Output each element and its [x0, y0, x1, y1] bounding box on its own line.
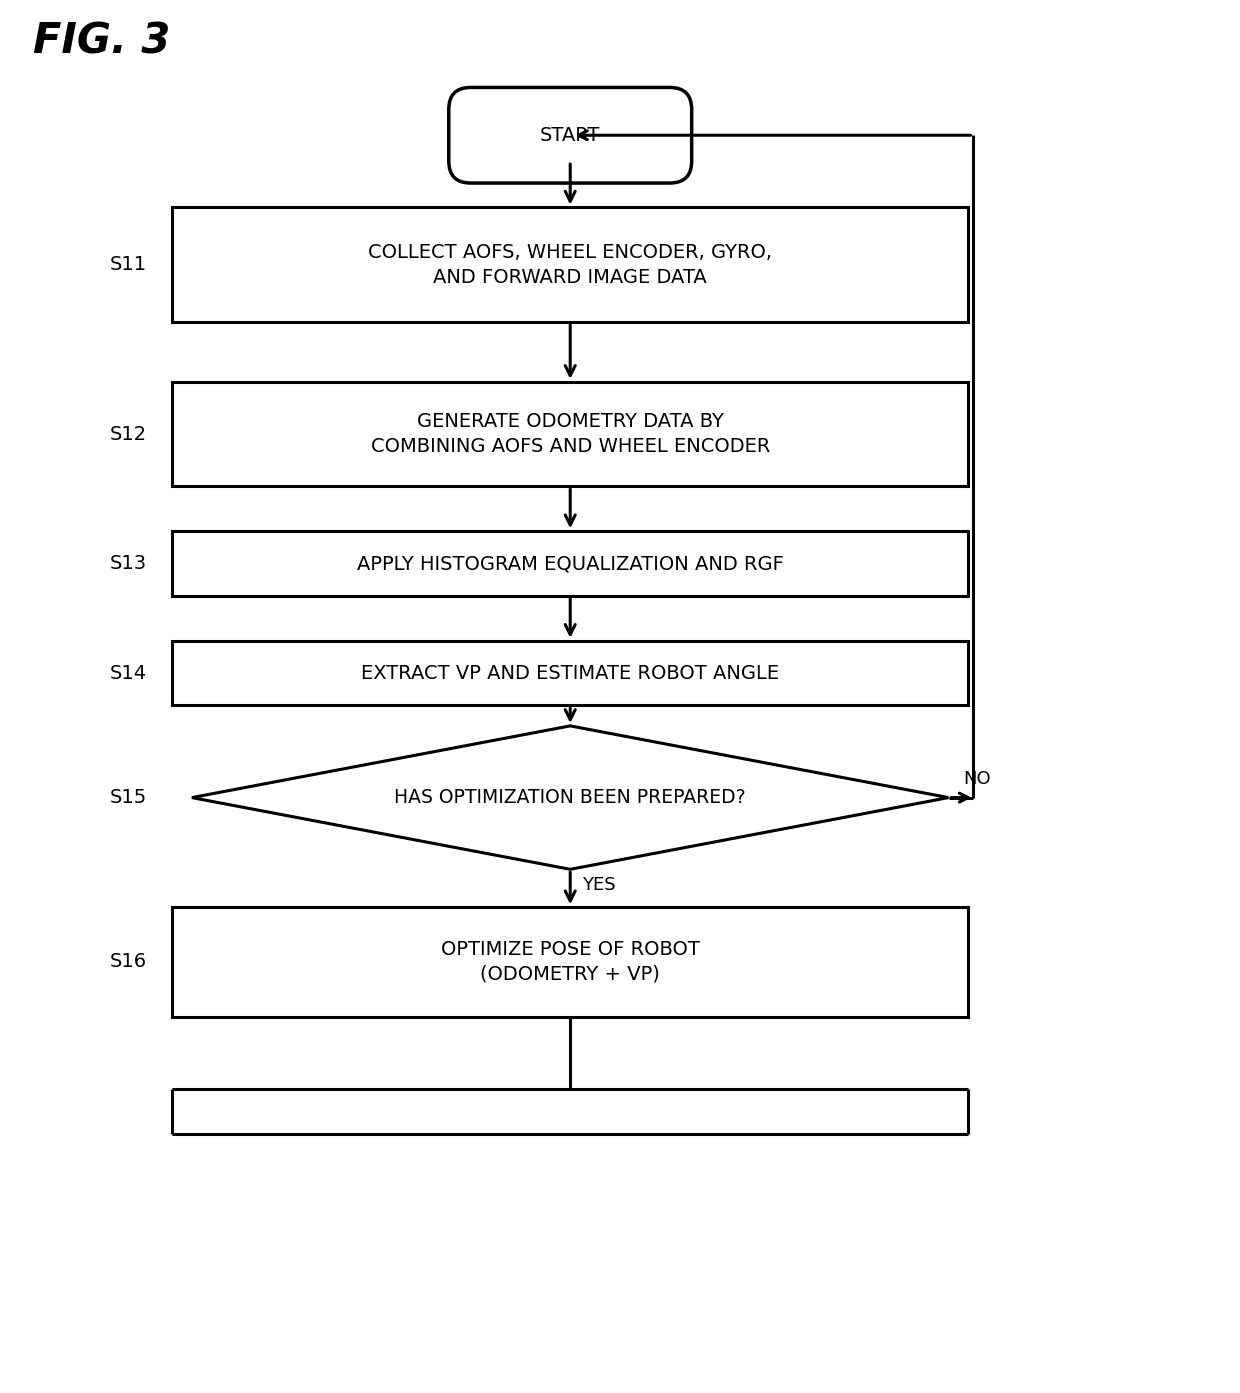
- Text: OPTIMIZE POSE OF ROBOT
(ODOMETRY + VP): OPTIMIZE POSE OF ROBOT (ODOMETRY + VP): [440, 940, 699, 983]
- FancyBboxPatch shape: [172, 531, 968, 596]
- FancyBboxPatch shape: [172, 382, 968, 486]
- Text: NO: NO: [963, 770, 991, 787]
- FancyBboxPatch shape: [449, 88, 692, 182]
- Text: S13: S13: [110, 554, 148, 573]
- FancyBboxPatch shape: [172, 907, 968, 1017]
- Text: EXTRACT VP AND ESTIMATE ROBOT ANGLE: EXTRACT VP AND ESTIMATE ROBOT ANGLE: [361, 663, 779, 683]
- Text: START: START: [541, 125, 600, 145]
- FancyBboxPatch shape: [172, 641, 968, 705]
- Text: S11: S11: [110, 255, 148, 274]
- Text: GENERATE ODOMETRY DATA BY
COMBINING AOFS AND WHEEL ENCODER: GENERATE ODOMETRY DATA BY COMBINING AOFS…: [371, 412, 770, 456]
- Text: COLLECT AOFS, WHEEL ENCODER, GYRO,
AND FORWARD IMAGE DATA: COLLECT AOFS, WHEEL ENCODER, GYRO, AND F…: [368, 242, 773, 287]
- Text: S15: S15: [110, 788, 148, 807]
- Text: APPLY HISTOGRAM EQUALIZATION AND RGF: APPLY HISTOGRAM EQUALIZATION AND RGF: [357, 554, 784, 573]
- Text: S16: S16: [110, 953, 148, 971]
- Polygon shape: [192, 726, 949, 869]
- Text: FIG. 3: FIG. 3: [32, 21, 170, 63]
- Text: S12: S12: [110, 425, 148, 443]
- Text: HAS OPTIMIZATION BEEN PREPARED?: HAS OPTIMIZATION BEEN PREPARED?: [394, 788, 746, 807]
- FancyBboxPatch shape: [172, 208, 968, 322]
- Text: S14: S14: [110, 663, 148, 683]
- Text: YES: YES: [582, 876, 616, 894]
